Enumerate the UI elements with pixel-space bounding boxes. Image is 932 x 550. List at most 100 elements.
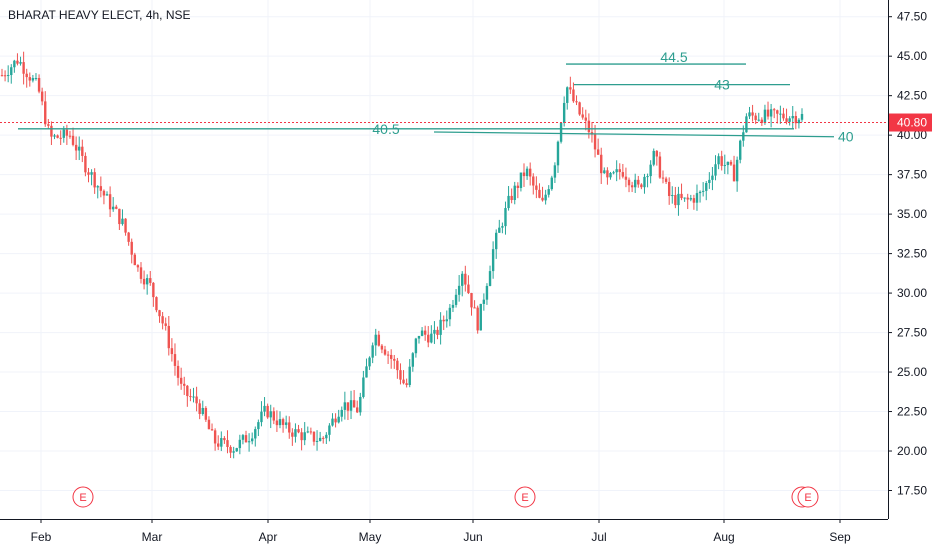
- candle-body: [102, 190, 106, 196]
- y-tick-label: 25.00: [897, 365, 927, 379]
- candle-body: [115, 206, 118, 209]
- candle-body: [272, 411, 276, 421]
- y-tick-label: 27.50: [897, 326, 927, 340]
- candle-body: [226, 440, 229, 447]
- candle-body: [275, 420, 279, 426]
- candle-body: [25, 73, 28, 78]
- earnings-marker[interactable]: [797, 486, 819, 508]
- candle-body: [59, 137, 62, 139]
- candle-body: [229, 446, 232, 453]
- earnings-marker[interactable]: [72, 486, 94, 508]
- candle-body: [281, 419, 285, 425]
- candle-body: [621, 172, 625, 177]
- candle-body: [6, 75, 10, 77]
- candle-body: [587, 120, 591, 133]
- candle-body: [176, 365, 180, 378]
- candle-body: [149, 278, 152, 283]
- candle-body: [189, 396, 192, 398]
- candle-body: [624, 176, 628, 180]
- candle-body: [19, 62, 22, 64]
- candle-body: [677, 193, 680, 206]
- earnings-marker-label: E: [79, 492, 86, 504]
- candle-body: [266, 405, 269, 418]
- trend-line[interactable]: [433, 131, 835, 138]
- candle-body: [423, 330, 427, 335]
- candle-body: [50, 125, 53, 137]
- candle-body: [495, 232, 498, 250]
- candle-body: [504, 208, 507, 227]
- earnings-marker[interactable]: [514, 486, 536, 508]
- grid: [0, 0, 888, 519]
- y-tick-label: 40.00: [897, 128, 927, 142]
- candle-body: [198, 403, 201, 414]
- candle-body: [612, 172, 615, 174]
- candle-body: [309, 431, 313, 433]
- candle-body: [220, 438, 223, 447]
- candle-body: [575, 101, 578, 103]
- candle-body: [56, 135, 59, 138]
- candle-body: [532, 176, 535, 186]
- y-tick-label: 35.00: [897, 207, 927, 221]
- candle-body: [714, 164, 717, 176]
- candle-body: [674, 195, 677, 206]
- candle-body: [40, 91, 44, 102]
- candle-body: [769, 109, 773, 117]
- candle-body: [470, 293, 473, 308]
- candle-body: [396, 360, 399, 371]
- candle-body: [340, 409, 343, 417]
- candle-body: [257, 422, 260, 430]
- candle-body: [569, 87, 572, 90]
- candle-body: [254, 429, 257, 439]
- candle-body: [581, 114, 584, 118]
- candle-body: [791, 116, 794, 119]
- candle-body: [118, 208, 121, 225]
- candle-body: [359, 396, 362, 413]
- candle-body: [562, 102, 566, 123]
- candle-body: [263, 405, 266, 412]
- candle-body: [402, 379, 405, 384]
- candle-body: [773, 109, 776, 111]
- candle-body: [501, 226, 504, 228]
- candle-body: [121, 218, 124, 225]
- candle-body: [53, 135, 56, 137]
- candle-body: [507, 195, 510, 209]
- candle-body: [371, 345, 374, 358]
- candle-body: [461, 273, 464, 286]
- x-tick-label: Jul: [591, 530, 606, 544]
- trend-line-label: 43: [714, 77, 730, 93]
- candle-body: [683, 197, 686, 199]
- candle-body: [630, 185, 634, 188]
- candle-body: [556, 141, 560, 166]
- candle-body: [346, 402, 350, 411]
- candle-body: [615, 169, 618, 173]
- candle-body: [717, 156, 720, 165]
- candle-body: [152, 282, 155, 298]
- candle-body: [748, 112, 751, 117]
- candle-body: [473, 307, 476, 309]
- candle-body: [84, 155, 87, 173]
- candle-body: [476, 307, 479, 331]
- candle-body: [680, 193, 683, 199]
- candle-body: [383, 349, 387, 355]
- candle-body: [244, 435, 248, 443]
- candle-body: [37, 77, 41, 92]
- y-axis: 47.50 45.00 42.50 40.00 37.50 35.00 32.50 30.00…: [888, 0, 932, 519]
- candle-body: [442, 319, 445, 322]
- candle-body: [362, 377, 365, 397]
- candle-body: [445, 319, 448, 322]
- candle-body: [454, 294, 458, 305]
- candle-body: [637, 179, 640, 185]
- candle-body: [451, 304, 455, 308]
- y-tick-label: 22.50: [897, 405, 927, 419]
- candle-body: [488, 271, 492, 286]
- candle-body: [417, 335, 421, 339]
- candle-body: [430, 333, 433, 343]
- candle-body: [457, 285, 461, 295]
- candle-body: [723, 165, 726, 167]
- candle-body: [356, 407, 359, 413]
- y-tick-label: 30.00: [897, 286, 927, 300]
- candle-body: [34, 77, 38, 79]
- candle-body: [300, 432, 303, 441]
- candle-body: [785, 118, 788, 122]
